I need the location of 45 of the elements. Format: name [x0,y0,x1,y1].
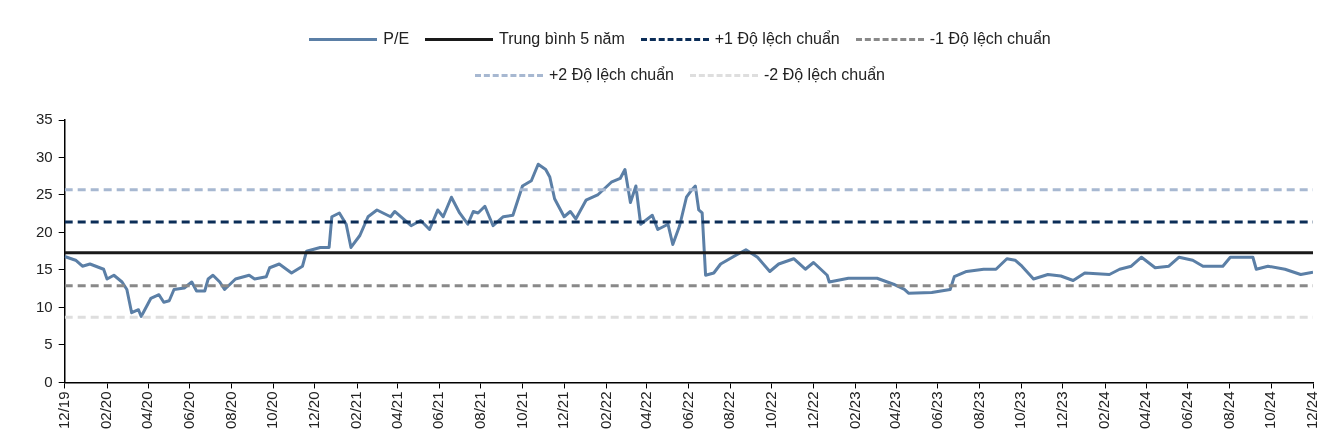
x-tick-label: 04/20 [138,391,156,430]
x-tick-label: 12/22 [803,391,821,430]
x-tick-label: 10/22 [762,391,779,430]
x-tick-label: 02/22 [596,391,614,430]
legend-label: -2 Độ lệch chuẩn [764,66,885,84]
x-tick-label: 10/21 [512,391,530,430]
x-tick-label: 06/23 [928,391,946,430]
x-tick-label: 08/22 [720,391,738,430]
y-tick-label: 30 [36,147,53,165]
x-tick-label: 12/24 [1303,391,1321,430]
x-tick-label: 06/20 [179,391,197,430]
x-tick-label: 06/24 [1178,391,1196,430]
y-tick-label: 15 [36,260,53,278]
x-tick-label: 06/21 [429,391,447,430]
x-tick-label: 08/20 [221,391,239,430]
legend-label: P/E [383,30,410,48]
y-tick-label: 25 [36,185,53,203]
x-tick-label: 12/23 [1053,391,1071,430]
x-tick-label: 08/24 [1219,391,1237,430]
x-tick-label: 08/21 [470,391,488,430]
x-tick-label: 12/19 [54,391,72,430]
y-tick-label: 20 [36,222,53,240]
legend-label: +1 Độ lệch chuẩn [714,30,840,48]
x-tick-label: 04/22 [636,391,654,430]
x-tick-label: 08/23 [969,391,987,430]
x-tick-label: 04/21 [387,391,405,430]
x-tick-label: 10/23 [1011,391,1029,430]
y-tick-label: 10 [36,297,53,315]
x-tick-label: 10/24 [1261,391,1279,430]
x-tick-label: 10/20 [263,391,281,430]
legend-label: Trung bình 5 năm [499,30,625,48]
legend-label: +2 Độ lệch chuẩn [549,66,674,84]
y-tick-label: 35 [36,110,53,128]
x-tick-label: 02/24 [1095,391,1113,430]
x-tick-label: 04/23 [886,391,904,430]
x-tick-label: 04/24 [1136,391,1154,430]
y-tick-label: 5 [44,335,53,353]
x-tick-label: 12/21 [554,391,572,430]
x-tick-label: 02/23 [846,391,864,430]
x-tick-label: 02/21 [347,391,365,430]
y-tick-label: 0 [44,372,53,390]
x-tick-label: 06/22 [678,391,696,430]
x-tick-label: 12/20 [304,391,322,430]
legend-label: -1 Độ lệch chuẩn [929,30,1051,48]
x-tick-label: 02/20 [97,391,115,430]
